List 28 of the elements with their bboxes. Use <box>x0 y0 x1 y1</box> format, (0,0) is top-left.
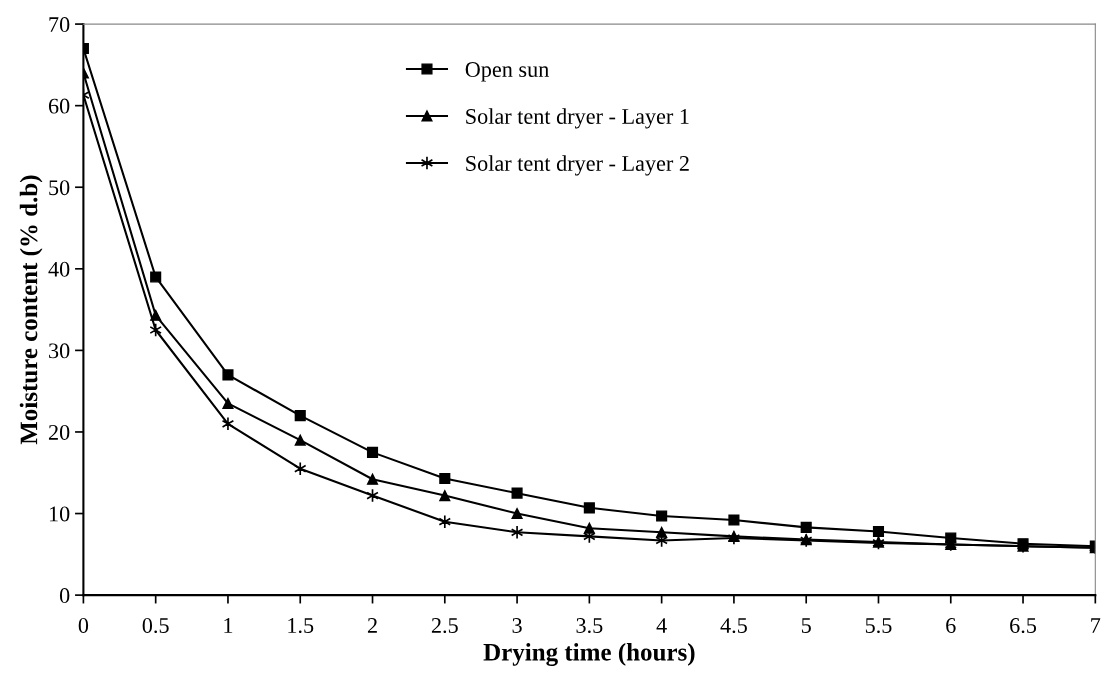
x-tick-label: 6 <box>946 618 956 633</box>
y-tick-label: 60 <box>48 98 70 114</box>
x-tick-label: 3.5 <box>576 618 603 634</box>
y-tick-label: 20 <box>48 424 70 440</box>
x-tick-label: 1.5 <box>288 618 314 634</box>
x-tick-label: 4.5 <box>720 618 747 634</box>
x-tick-label: 5 <box>801 618 811 633</box>
y-tick-label: 50 <box>49 180 70 196</box>
x-tick-label: 1 <box>224 618 233 633</box>
y-tick-label: 30 <box>49 343 70 359</box>
x-axis-title: Drying time (hours) <box>483 643 695 666</box>
y-tick-label: 10 <box>49 506 70 522</box>
x-tick-label: 4 <box>656 618 667 633</box>
legend-label: Solar tent dryer - Layer 2 <box>466 155 689 176</box>
x-tick-label: 3 <box>512 618 522 633</box>
y-tick-label: 0 <box>59 588 70 604</box>
legend-label: Solar tent dryer - Layer 1 <box>466 108 689 129</box>
y-tick-label: 40 <box>48 261 70 277</box>
x-tick-label: 2 <box>367 618 377 633</box>
x-tick-label: 7 <box>1091 618 1101 633</box>
y-axis-title: Moisture content (% d.b) <box>19 175 43 445</box>
x-tick-label: 5.5 <box>865 618 892 634</box>
x-tick-label: 0.5 <box>142 617 169 634</box>
x-tick-label: 6.5 <box>1010 618 1037 634</box>
x-tick-label: 2.5 <box>431 618 458 634</box>
legend-label: Open sun <box>465 62 549 82</box>
x-tick-label: 0 <box>78 617 89 633</box>
y-tick-label: 70 <box>49 17 70 33</box>
